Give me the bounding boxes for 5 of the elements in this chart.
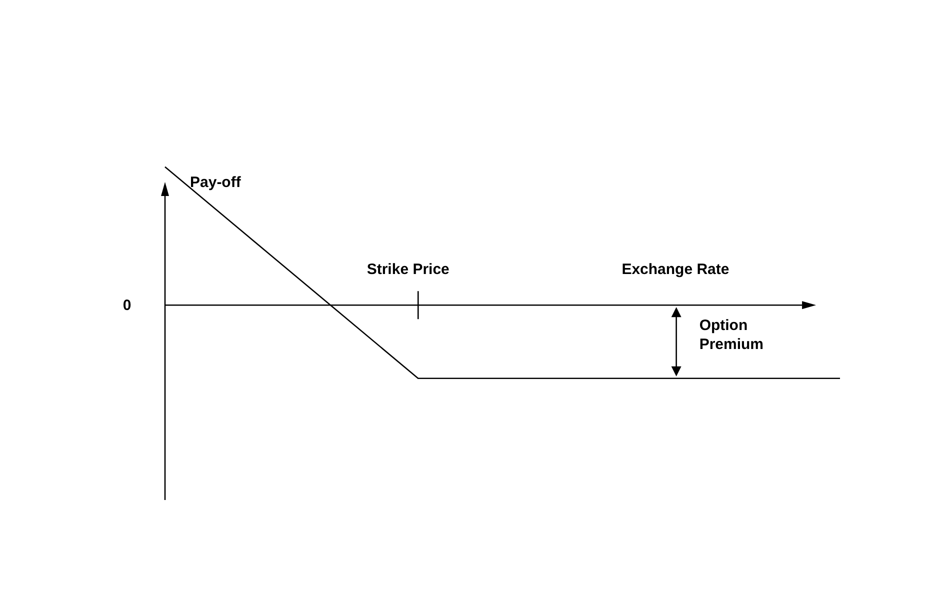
y-axis-title: Pay-off	[190, 174, 242, 191]
annotation: Option Premium	[699, 317, 764, 354]
annotation: Strike Price	[366, 261, 450, 278]
annotation: 0	[122, 297, 132, 314]
x-axis-title: Exchange Rate	[622, 261, 730, 278]
